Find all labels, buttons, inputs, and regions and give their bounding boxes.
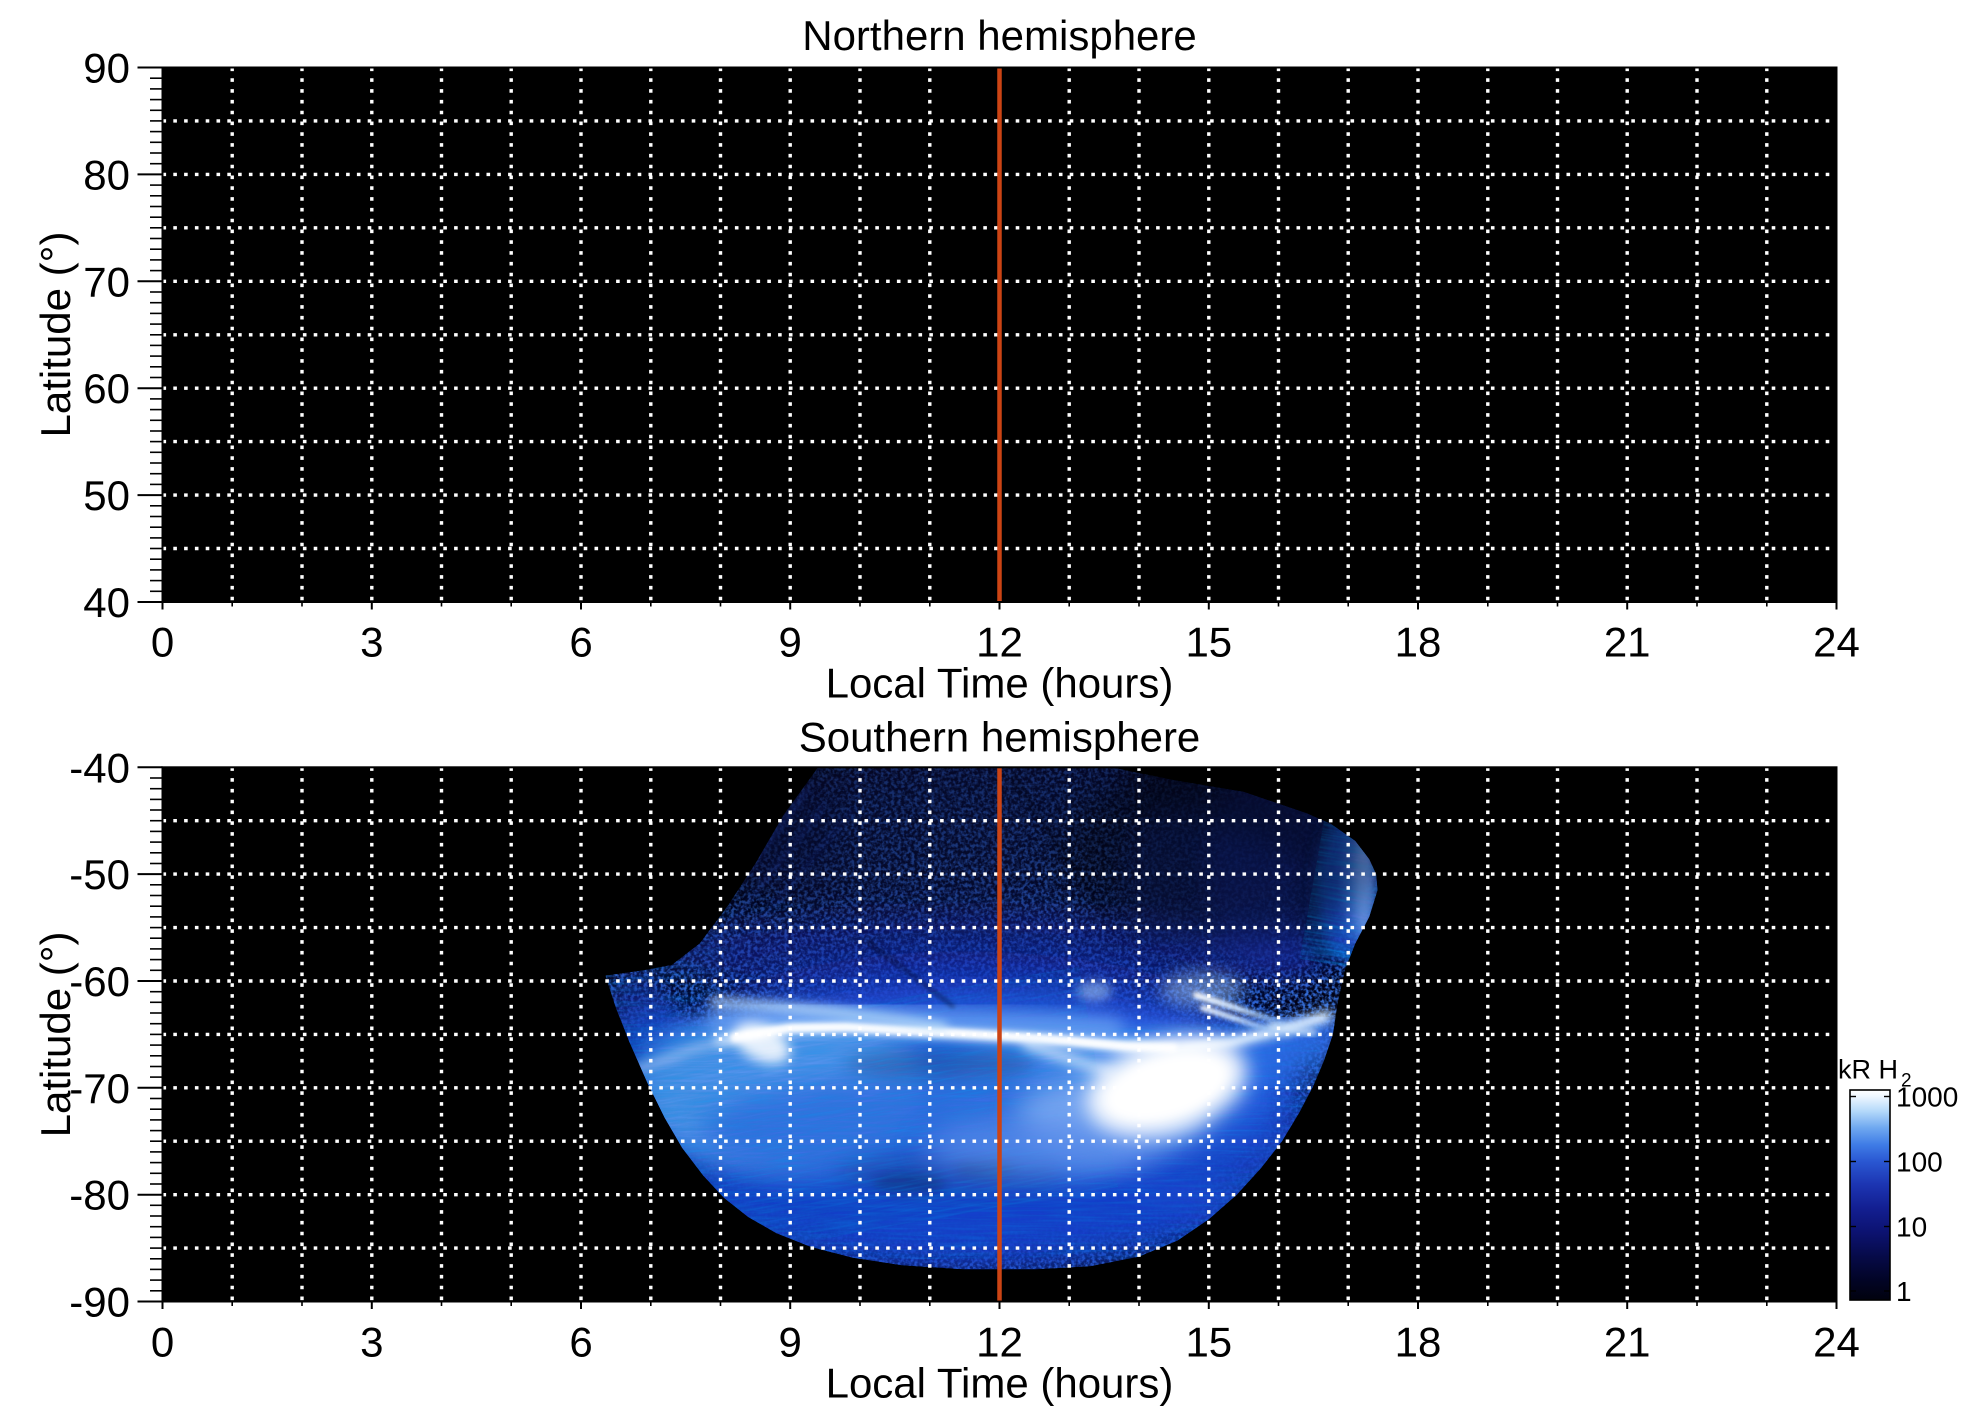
svg-text:Southern hemisphere: Southern hemisphere — [799, 714, 1201, 761]
svg-text:90: 90 — [83, 45, 130, 92]
svg-text:3: 3 — [360, 618, 383, 665]
svg-text:40: 40 — [83, 579, 130, 626]
svg-text:Local Time (hours): Local Time (hours) — [826, 660, 1174, 707]
svg-text:9: 9 — [779, 618, 802, 665]
svg-text:-60: -60 — [69, 958, 130, 1005]
svg-text:Latitude (°): Latitude (°) — [32, 931, 79, 1137]
svg-text:-40: -40 — [69, 744, 130, 791]
svg-text:3: 3 — [360, 1319, 383, 1366]
svg-text:80: 80 — [83, 151, 130, 198]
svg-text:12: 12 — [976, 618, 1023, 665]
svg-text:Northern hemisphere: Northern hemisphere — [802, 12, 1197, 59]
svg-text:70: 70 — [83, 258, 130, 305]
svg-text:0: 0 — [151, 1319, 174, 1366]
svg-text:kR H: kR H — [1838, 1055, 1898, 1085]
svg-text:1: 1 — [1896, 1276, 1912, 1307]
svg-text:18: 18 — [1395, 1319, 1442, 1366]
svg-text:60: 60 — [83, 365, 130, 412]
svg-text:-90: -90 — [69, 1279, 130, 1326]
svg-text:Latitude (°): Latitude (°) — [32, 232, 79, 438]
svg-text:2: 2 — [1901, 1071, 1912, 1092]
svg-text:21: 21 — [1604, 618, 1651, 665]
svg-text:10: 10 — [1896, 1212, 1927, 1243]
svg-text:24: 24 — [1813, 1319, 1860, 1366]
svg-text:0: 0 — [151, 618, 174, 665]
svg-text:15: 15 — [1185, 618, 1232, 665]
svg-text:6: 6 — [569, 1319, 592, 1366]
svg-text:-50: -50 — [69, 851, 130, 898]
svg-text:15: 15 — [1185, 1319, 1232, 1366]
svg-text:100: 100 — [1896, 1147, 1943, 1178]
svg-text:24: 24 — [1813, 618, 1860, 665]
svg-text:21: 21 — [1604, 1319, 1651, 1366]
svg-text:12: 12 — [976, 1319, 1023, 1366]
svg-text:1000: 1000 — [1896, 1082, 1958, 1113]
svg-text:18: 18 — [1395, 618, 1442, 665]
svg-text:Local Time (hours): Local Time (hours) — [826, 1360, 1174, 1407]
svg-text:50: 50 — [83, 472, 130, 519]
svg-text:6: 6 — [569, 618, 592, 665]
svg-text:9: 9 — [779, 1319, 802, 1366]
svg-text:-80: -80 — [69, 1172, 130, 1219]
svg-text:-70: -70 — [69, 1065, 130, 1112]
